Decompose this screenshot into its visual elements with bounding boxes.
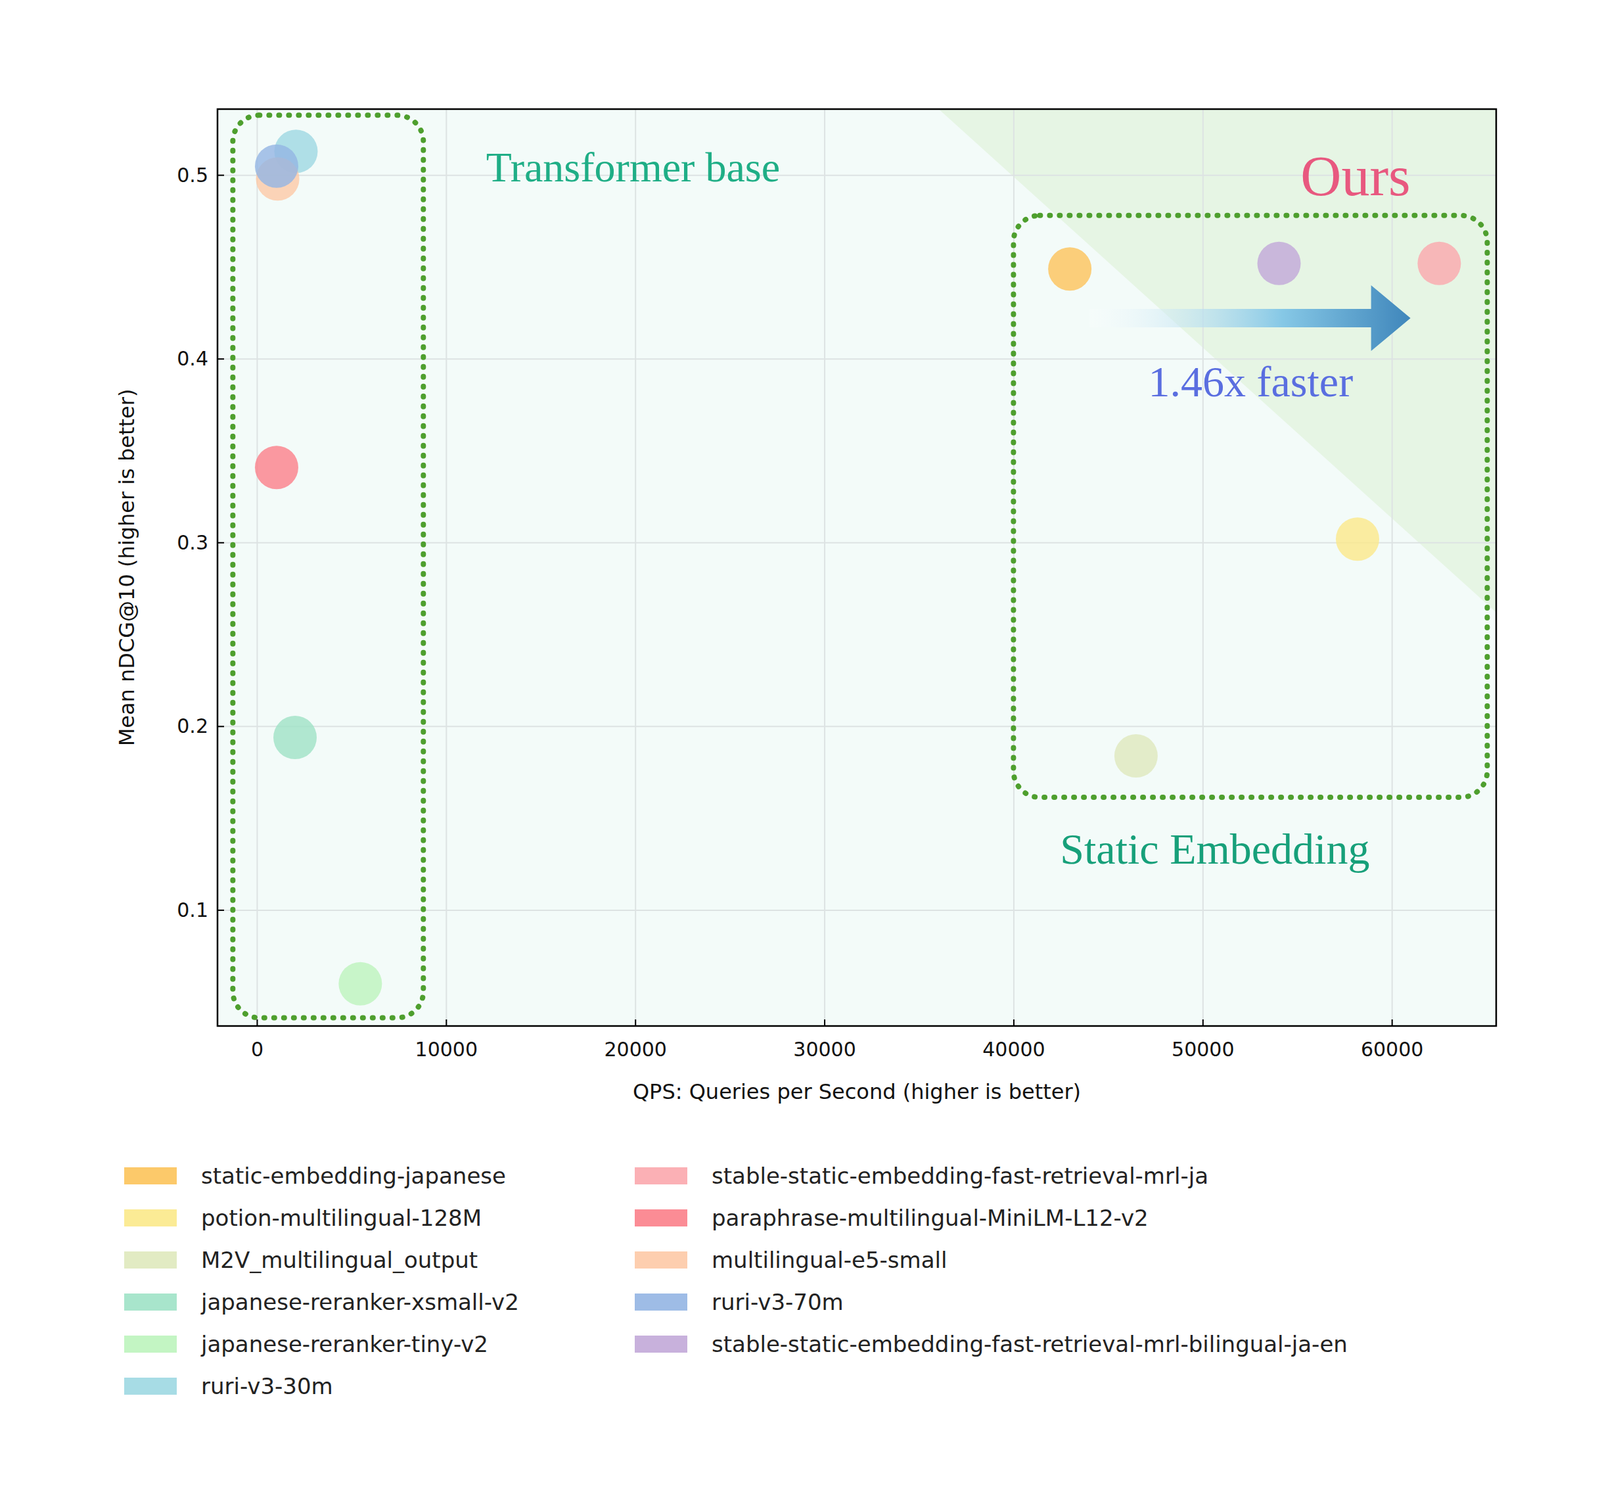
tick-label: 0.1 [176,898,209,922]
annotation: Ours [1300,144,1411,208]
tick [823,1019,826,1026]
legend-label: multilingual-e5-small [711,1246,947,1273]
tick-label: 0.4 [176,346,209,370]
tick-label: 0.2 [176,714,209,738]
legend-swatch [124,1293,177,1311]
legend-swatch [634,1335,688,1353]
tick [1391,1019,1394,1026]
legend-label: stable-static-embedding-fast-retrieval-m… [711,1162,1209,1189]
plot-background [217,109,1497,1026]
legend-label: ruri-v3-70m [711,1288,844,1315]
point [338,961,382,1006]
legend-label: M2V_multilingual_output [201,1246,478,1273]
tick [217,358,225,360]
tick [217,174,225,177]
point [1048,247,1092,291]
legend-label: ruri-v3-30m [201,1372,334,1399]
legend-swatch [634,1251,688,1269]
legend-label: stable-static-embedding-fast-retrieval-m… [711,1330,1348,1357]
point [254,144,299,188]
tick [1013,1019,1015,1026]
tick [634,1019,637,1026]
tick-label: 0.5 [176,163,209,187]
grid-line [1391,109,1394,1026]
highlight-region [938,109,1497,613]
grid-line [1202,109,1204,1026]
legend-swatch [124,1377,177,1395]
legend-label: japanese-reranker-tiny-v2 [200,1330,489,1357]
tick-label: 50000 [1171,1037,1235,1061]
y-axis-title: Mean nDCG@10 (higher is better) [114,388,140,747]
tick-label: 60000 [1360,1037,1424,1061]
legend-swatch [634,1293,688,1311]
grid-line [823,109,826,1026]
tick [217,542,225,544]
legend-swatch [634,1166,688,1185]
tick [445,1019,447,1026]
legend-swatch [124,1251,177,1269]
point [1417,241,1461,286]
tick [256,1019,258,1026]
points [254,129,1461,1005]
plot-frame [217,109,1497,1026]
group-box [1013,215,1487,798]
legend-swatch [124,1209,177,1227]
annotation: Static Embedding [1059,824,1370,873]
point [273,715,317,759]
tick-label: 0 [251,1037,264,1061]
annotation: 1.46x faster [1148,357,1354,406]
x-axis-title: QPS: Queries per Second (higher is bette… [632,1078,1081,1104]
grid-line [217,725,1497,727]
grid-line [256,109,258,1026]
chart: 0 10000 20000 30000 40000 50000 60000 0.1 0.2 0.3… [0,0,1600,1492]
point [254,445,299,489]
tick-label: 10000 [415,1037,478,1061]
grid-line [217,542,1497,544]
grid-line [445,109,447,1026]
tick-label: 20000 [603,1037,667,1061]
tick-label: 30000 [793,1037,856,1061]
legend-label: potion-multilingual-128M [201,1204,482,1231]
grid-line [634,109,637,1026]
legend-label: static-embedding-japanese [201,1162,506,1189]
grid-line [217,909,1497,911]
tick [1202,1019,1204,1026]
tick-label: 0.3 [176,530,209,554]
legend-label: paraphrase-multilingual-MiniLM-L12-v2 [711,1204,1149,1231]
point [1335,517,1380,561]
point [1257,241,1302,286]
legend-swatch [124,1166,177,1185]
tick-label: 40000 [982,1037,1045,1061]
tick [217,725,225,727]
legend-label: japanese-reranker-xsmall-v2 [200,1288,520,1315]
annotation: Transformer base [486,143,780,191]
arrow [1089,285,1411,351]
legend-swatch [634,1209,688,1227]
tick [217,909,225,911]
point [1114,733,1158,778]
legend-swatch [124,1335,177,1353]
group-box [232,114,424,1018]
